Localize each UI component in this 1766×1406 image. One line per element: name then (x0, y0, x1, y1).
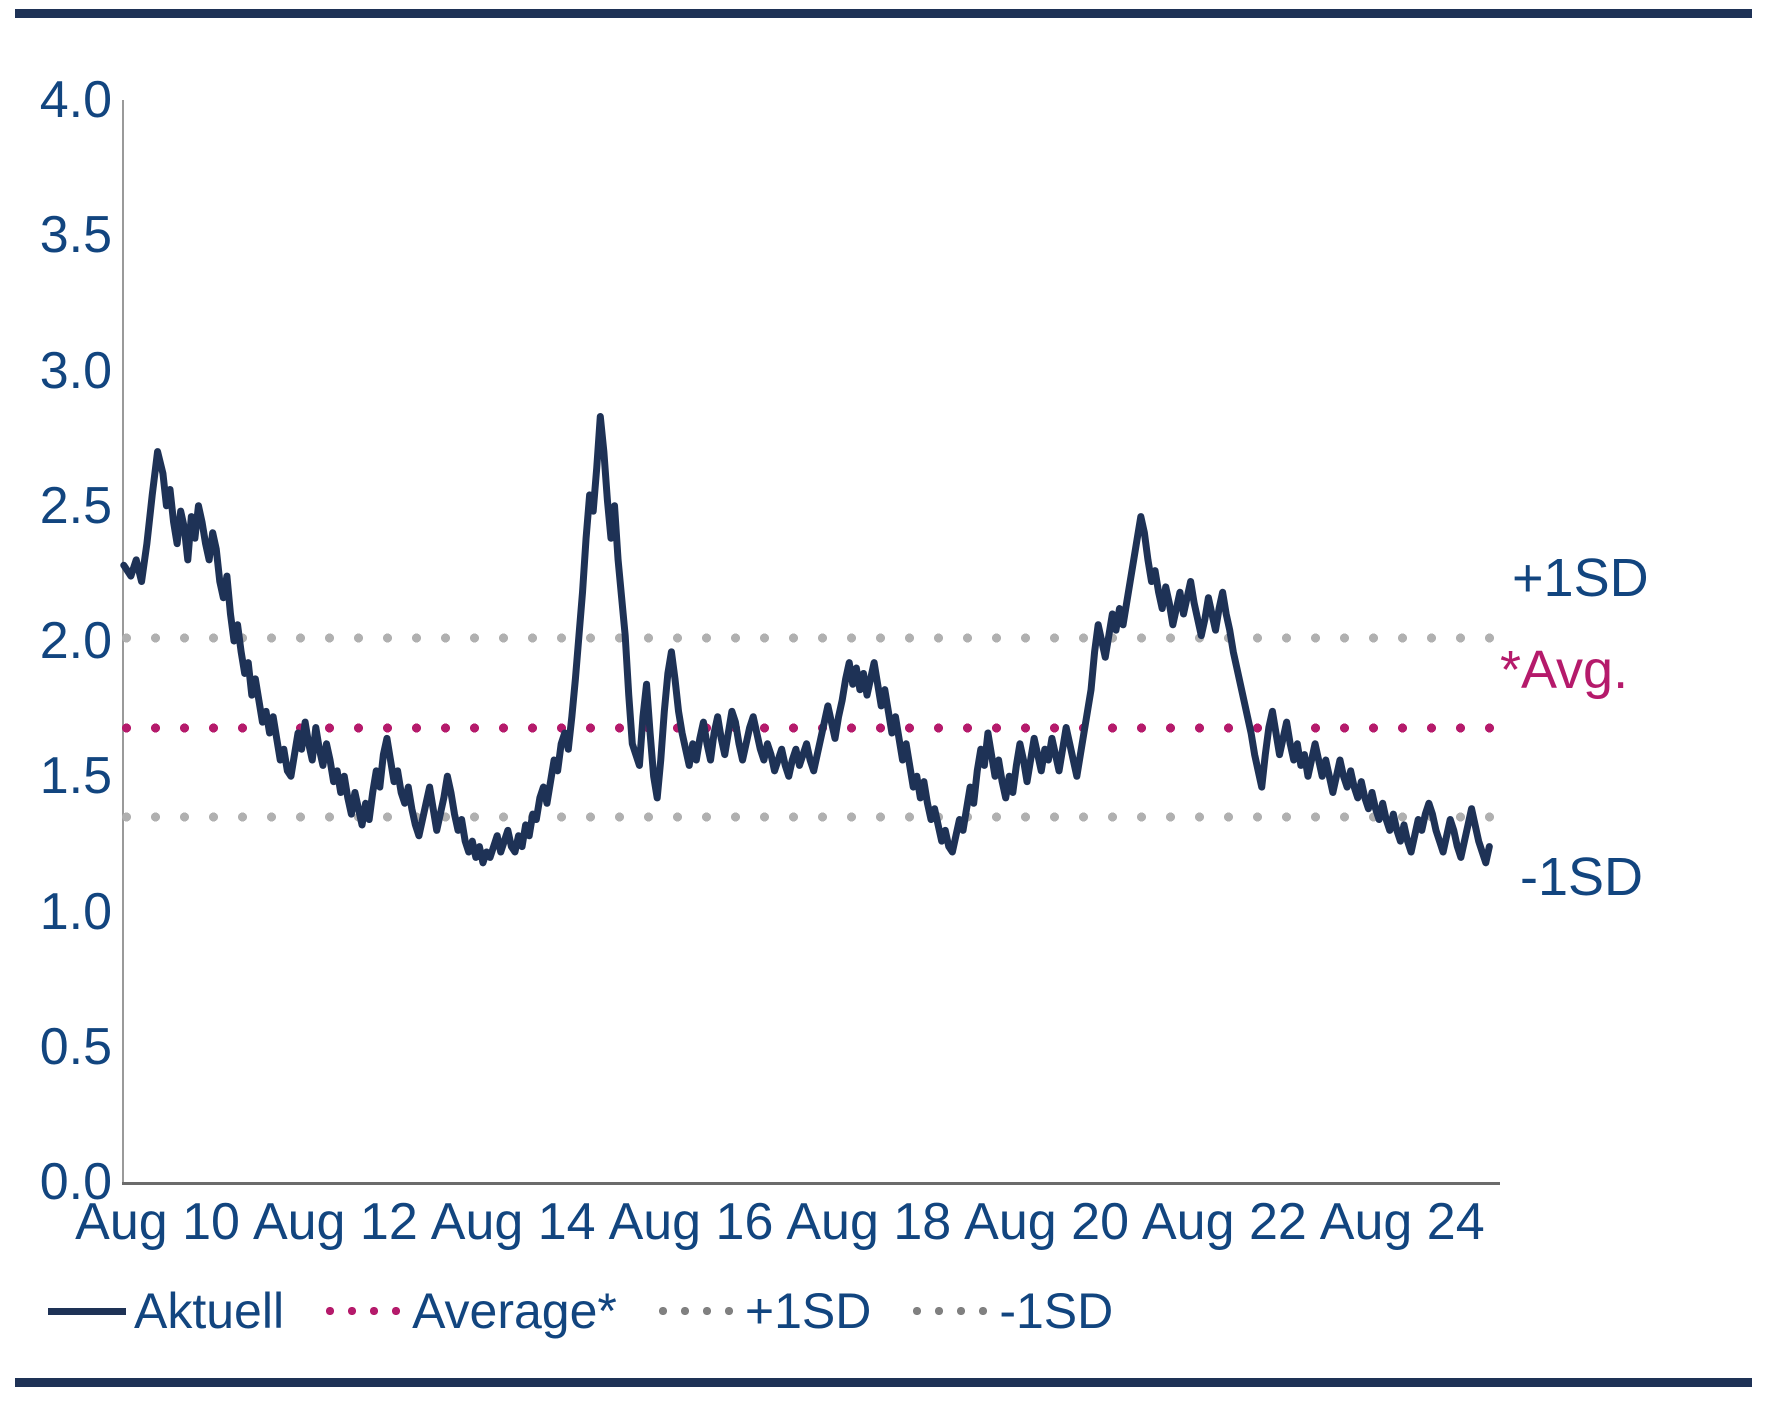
top-rule (15, 9, 1752, 18)
legend-item-1sd[interactable]: -1SD (913, 1286, 1113, 1336)
x-tick-label: Aug 16 (608, 1193, 774, 1251)
y-tick-label: 2.0 (39, 612, 112, 670)
x-tick-label: Aug 14 (430, 1193, 596, 1251)
annotation-minus-1sd: -1SD (1520, 846, 1644, 907)
legend-label: +1SD (744, 1283, 872, 1339)
bottom-rule (15, 1378, 1752, 1387)
y-tick-label: 3.5 (39, 206, 112, 265)
y-tick-label: 0.0 (39, 1153, 112, 1211)
legend-item-1sd[interactable]: +1SD (658, 1283, 872, 1339)
chart-legend: Aktuell Average* +1SD -1SD (48, 1286, 1155, 1336)
legend-label: Average* (412, 1283, 617, 1339)
y-tick-label: 1.5 (39, 747, 112, 806)
y-tick-label: 2.5 (39, 476, 112, 535)
legend-item-average[interactable]: Average* (326, 1286, 617, 1336)
reference-line-1sd (122, 633, 1500, 643)
x-tick-label: Aug 18 (786, 1193, 952, 1251)
annotation-average: *Avg. (1500, 639, 1629, 700)
y-tick-label: 3.0 (39, 341, 112, 400)
y-tick-label: 4.0 (39, 71, 112, 129)
x-tick-label: Aug 12 (252, 1193, 418, 1251)
legend-label: -1SD (999, 1283, 1114, 1339)
y-tick-label: 0.5 (39, 1017, 112, 1076)
legend-item-aktuell[interactable]: Aktuell (48, 1286, 284, 1336)
annotation-plus-1sd: +1SD (1512, 548, 1649, 609)
x-tick-label: Aug 20 (964, 1193, 1129, 1251)
legend-label: Aktuell (134, 1283, 285, 1339)
x-axis-line (122, 1182, 1500, 1185)
x-tick-label: Aug 22 (1141, 1193, 1307, 1251)
reference-line-1sd (122, 812, 1500, 822)
series-line (120, 412, 1493, 867)
legend-swatch-icon (658, 1306, 737, 1316)
legend-swatch-icon (913, 1306, 992, 1316)
x-tick-label: Aug 10 (75, 1193, 240, 1251)
y-tick-label: 1.0 (39, 882, 112, 941)
x-tick-label: Aug 24 (1319, 1193, 1485, 1251)
legend-swatch-icon (326, 1306, 405, 1316)
reference-line-average (122, 723, 1500, 733)
legend-swatch-icon (48, 1307, 126, 1315)
